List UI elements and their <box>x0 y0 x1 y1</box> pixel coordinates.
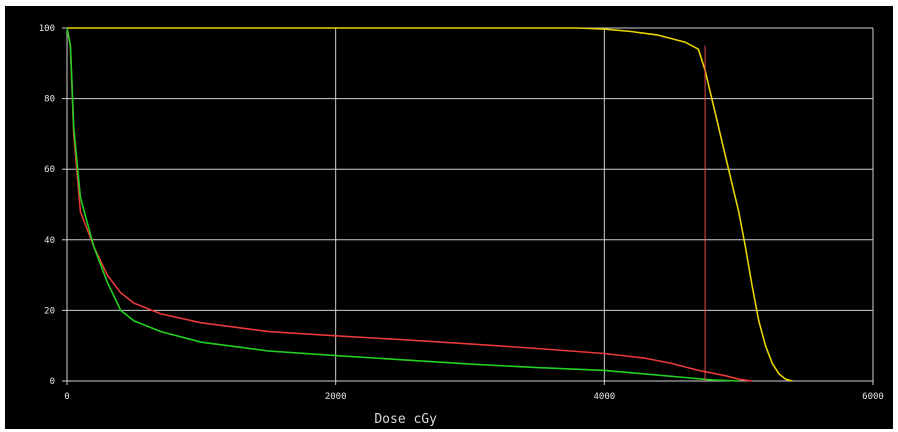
grid-lines <box>66 27 874 382</box>
y-tick-label: 40 <box>44 236 55 246</box>
y-tick-label: 100 <box>39 24 55 34</box>
x-axis-label: Dose cGy <box>374 412 437 427</box>
series-lines <box>66 27 793 382</box>
y-tick-label: 20 <box>44 306 55 316</box>
series-line-1 <box>66 27 753 382</box>
dvh-chart: 0 2000 4000 6000 0 20 40 60 80 100 Dose cGy <box>39 24 884 427</box>
y-tick-label: 60 <box>44 165 55 175</box>
series-line-0 <box>67 27 793 382</box>
y-tick-label: 80 <box>44 95 55 105</box>
y-tick-label: 0 <box>50 377 55 387</box>
chart-plot-area: 0 2000 4000 6000 0 20 40 60 80 100 Dose cGy <box>5 6 893 429</box>
series-line-2 <box>66 27 739 382</box>
tick-labels: 0 2000 4000 6000 0 20 40 60 80 100 <box>39 24 884 402</box>
axes <box>62 27 874 385</box>
x-tick-label: 4000 <box>593 392 615 402</box>
x-tick-label: 0 <box>64 392 69 402</box>
x-tick-label: 6000 <box>862 392 884 402</box>
x-tick-label: 2000 <box>325 392 347 402</box>
